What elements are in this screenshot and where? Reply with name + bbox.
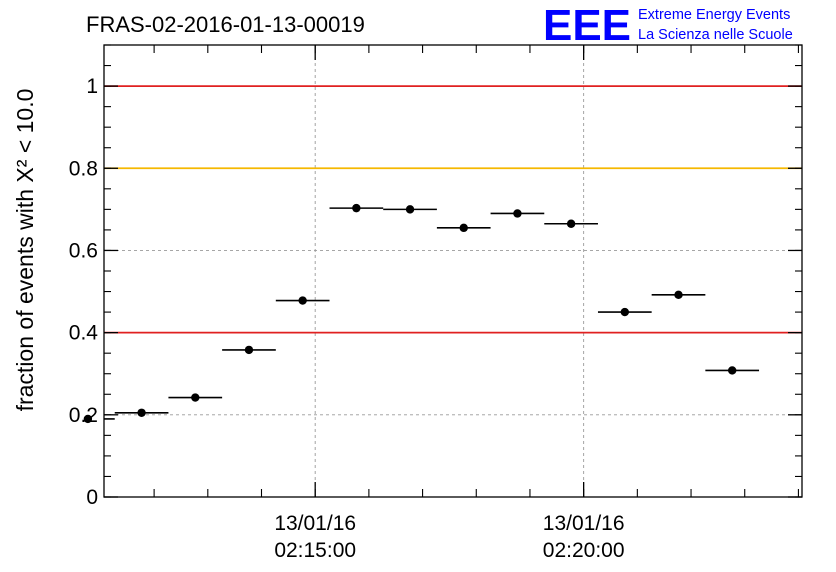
data-point (620, 307, 630, 317)
data-point (405, 205, 415, 214)
data-point (728, 366, 737, 375)
chart-title: FRAS-02-2016-01-13-00019 (86, 12, 365, 37)
data-point (459, 223, 468, 233)
data-point (83, 414, 93, 424)
eee-logo-mark: EEE (543, 1, 631, 50)
y-axis-label: fraction of events with X² < 10.0 (12, 89, 38, 412)
y-tick-label: 0.8 (69, 157, 98, 180)
data-points (83, 203, 760, 424)
y-tick-label: 0.6 (69, 239, 98, 262)
data-point (137, 408, 146, 417)
data-point (566, 219, 576, 228)
x-tick-label-date: 13/01/16 (543, 512, 625, 535)
y-axis-label-text: fraction of events with X² < 10.0 (12, 89, 38, 412)
eee-logo: EEE Extreme Energy Events La Scienza nel… (543, 1, 793, 50)
logo-line-2: La Scienza nelle Scuole (638, 27, 793, 43)
data-point (298, 296, 307, 305)
axis-ticks: 0 0.2 0.4 0.6 0.8 1 13/01/16 02:15:00 13/01/16 02… (69, 44, 802, 562)
plot-frame (103, 44, 803, 498)
data-point (191, 393, 200, 402)
data-point (674, 290, 683, 300)
x-tick-label-time: 02:20:00 (543, 539, 625, 562)
logo-line-1: Extreme Energy Events (638, 7, 790, 23)
y-tick-label: 0 (86, 486, 98, 509)
data-point (244, 345, 254, 355)
y-tick-label: 0.4 (69, 322, 99, 345)
grid-lines (104, 45, 802, 497)
y-tick-label: 0.2 (69, 404, 98, 427)
data-point (352, 203, 361, 213)
data-point (513, 209, 522, 218)
x-tick-label-date: 13/01/16 (274, 512, 356, 535)
y-tick-label: 1 (86, 75, 98, 98)
x-tick-label-time: 02:15:00 (274, 539, 356, 562)
reference-lines (104, 85, 802, 334)
